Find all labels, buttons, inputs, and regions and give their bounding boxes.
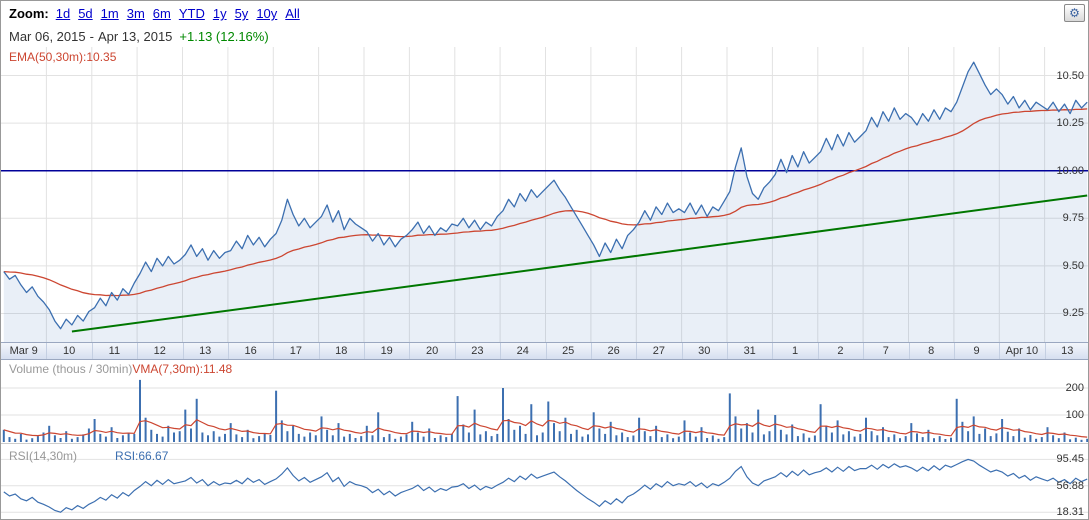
date-axis-separator [908, 343, 910, 359]
rsi-axis-label: 95.45 [1056, 453, 1084, 466]
date-axis-separator [727, 343, 728, 359]
date-axis-label: 2 [837, 345, 844, 357]
date-axis-separator [953, 343, 955, 359]
date-axis-label: 20 [425, 345, 439, 357]
ema-label: EMA(50,30m):10.35 [9, 50, 117, 64]
price-axis-label: 9.75 [1062, 212, 1084, 225]
date-axis-label: 9 [973, 345, 980, 357]
date-axis-separator [817, 343, 819, 359]
date-axis-band[interactable]: Mar 9 10 11 12 13 16 17 18 19 20 23 24 25 26 27 30 31 1 2 7… [1, 342, 1088, 360]
rsi-axis-label: 18.31 [1056, 506, 1084, 519]
date-separator: - [89, 29, 94, 44]
volume-plot[interactable] [1, 360, 1089, 444]
volume-axis-label: 200 [1065, 382, 1084, 394]
date-axis-separator [454, 343, 456, 359]
date-axis-separator [681, 343, 683, 359]
date-axis-label: Mar 9 [9, 345, 38, 357]
date-axis-label: 24 [516, 345, 529, 357]
date-axis-label: 1 [792, 345, 799, 357]
zoom-link-5y[interactable]: 5y [234, 6, 249, 21]
date-axis-separator [409, 343, 411, 359]
date-axis-label: 19 [380, 345, 393, 357]
zoom-link-3m[interactable]: 3m [126, 6, 145, 21]
date-axis-separator [1044, 343, 1046, 359]
date-axis-separator [182, 343, 184, 359]
date-range-row: Mar 06, 2015- Apr 13, 2015 +1.13 (12.16%) [1, 28, 269, 46]
date-axis-label: 8 [928, 345, 935, 357]
date-axis-label: 10 [62, 345, 76, 357]
volume-label: Volume (thous / 30min) [9, 362, 133, 376]
wrench-tools-icon: ⚙ [1069, 5, 1080, 20]
zoom-link-5d[interactable]: 5d [78, 6, 93, 21]
date-axis-label: 26 [607, 345, 620, 357]
zoom-link-1m[interactable]: 1m [100, 6, 119, 21]
zoom-label: Zoom: [9, 6, 49, 21]
vma-label: VMA(7,30m):11.48 [132, 362, 233, 376]
date-axis-separator [545, 343, 547, 359]
price-axis-label: 9.50 [1062, 259, 1084, 272]
price-axis-label: 10.00 [1056, 164, 1084, 177]
date-axis-label: 13 [1061, 345, 1074, 357]
date-axis-separator [273, 343, 275, 359]
date-axis-separator [46, 343, 48, 359]
panel-divider [1, 443, 1088, 444]
date-axis-separator [137, 343, 139, 359]
date-axis-separator [772, 343, 774, 359]
zoom-link-1y[interactable]: 1y [212, 6, 227, 21]
date-axis-label: Apr 10 [1005, 345, 1039, 357]
date-axis-label: 18 [335, 345, 348, 357]
zoom-range-links: 1d 5d 1m 3m 6m YTD 1y 5y 10y All [56, 6, 308, 21]
date-axis-label: 27 [652, 345, 666, 357]
price-axis-label: 10.50 [1056, 69, 1084, 82]
date-axis-label: 25 [562, 345, 575, 357]
date-axis-label: 11 [108, 345, 121, 357]
date-axis-label: 17 [289, 345, 303, 357]
price-chart-plot[interactable] [1, 47, 1089, 342]
date-axis-separator [364, 343, 365, 359]
zoom-link-6m[interactable]: 6m [152, 6, 171, 21]
date-axis-separator [863, 343, 865, 359]
rsi-value-label: RSI:66.67 [115, 449, 169, 463]
zoom-toolbar: Zoom: 1d 5d 1m 3m 6m YTD 1y 5y 10y All ⚙ [1, 1, 1088, 28]
rsi-axis-label: 56.88 [1056, 479, 1084, 492]
date-axis-separator [500, 343, 502, 359]
settings-button[interactable]: ⚙ [1064, 4, 1085, 22]
date-axis-label: 13 [199, 345, 212, 357]
date-axis-label: 12 [153, 345, 166, 357]
price-axis-label: 9.25 [1062, 307, 1084, 320]
rsi-panel-labels: RSI(14,30m) RSI:66.67 [9, 449, 168, 463]
date-from: Mar 06, 2015 [9, 29, 86, 44]
rsi-label: RSI(14,30m) [9, 449, 78, 463]
date-axis-label: 31 [743, 345, 756, 357]
date-axis-label: 16 [244, 345, 257, 357]
date-axis-label: 23 [471, 345, 484, 357]
date-axis-separator [999, 343, 1001, 359]
date-axis-label: 7 [882, 345, 889, 357]
date-axis-separator [636, 343, 638, 359]
date-axis-separator [227, 343, 229, 359]
zoom-link-ytd[interactable]: YTD [178, 6, 205, 21]
date-axis-separator [590, 343, 592, 359]
rsi-plot[interactable] [1, 447, 1089, 519]
date-to: Apr 13, 2015 [97, 29, 173, 44]
change-value: +1.13 (12.16%) [179, 29, 269, 44]
price-axis-label: 10.25 [1056, 117, 1084, 130]
zoom-link-all[interactable]: All [285, 6, 300, 21]
volume-axis-label: 100 [1065, 409, 1084, 421]
volume-panel-labels: Volume (thous / 30min)VMA(7,30m):11.48 [9, 362, 232, 376]
date-axis-separator [91, 343, 93, 359]
date-axis-separator [318, 343, 320, 359]
zoom-link-1d[interactable]: 1d [55, 6, 71, 21]
zoom-link-10y[interactable]: 10y [256, 6, 278, 21]
date-axis-label: 30 [698, 345, 711, 357]
